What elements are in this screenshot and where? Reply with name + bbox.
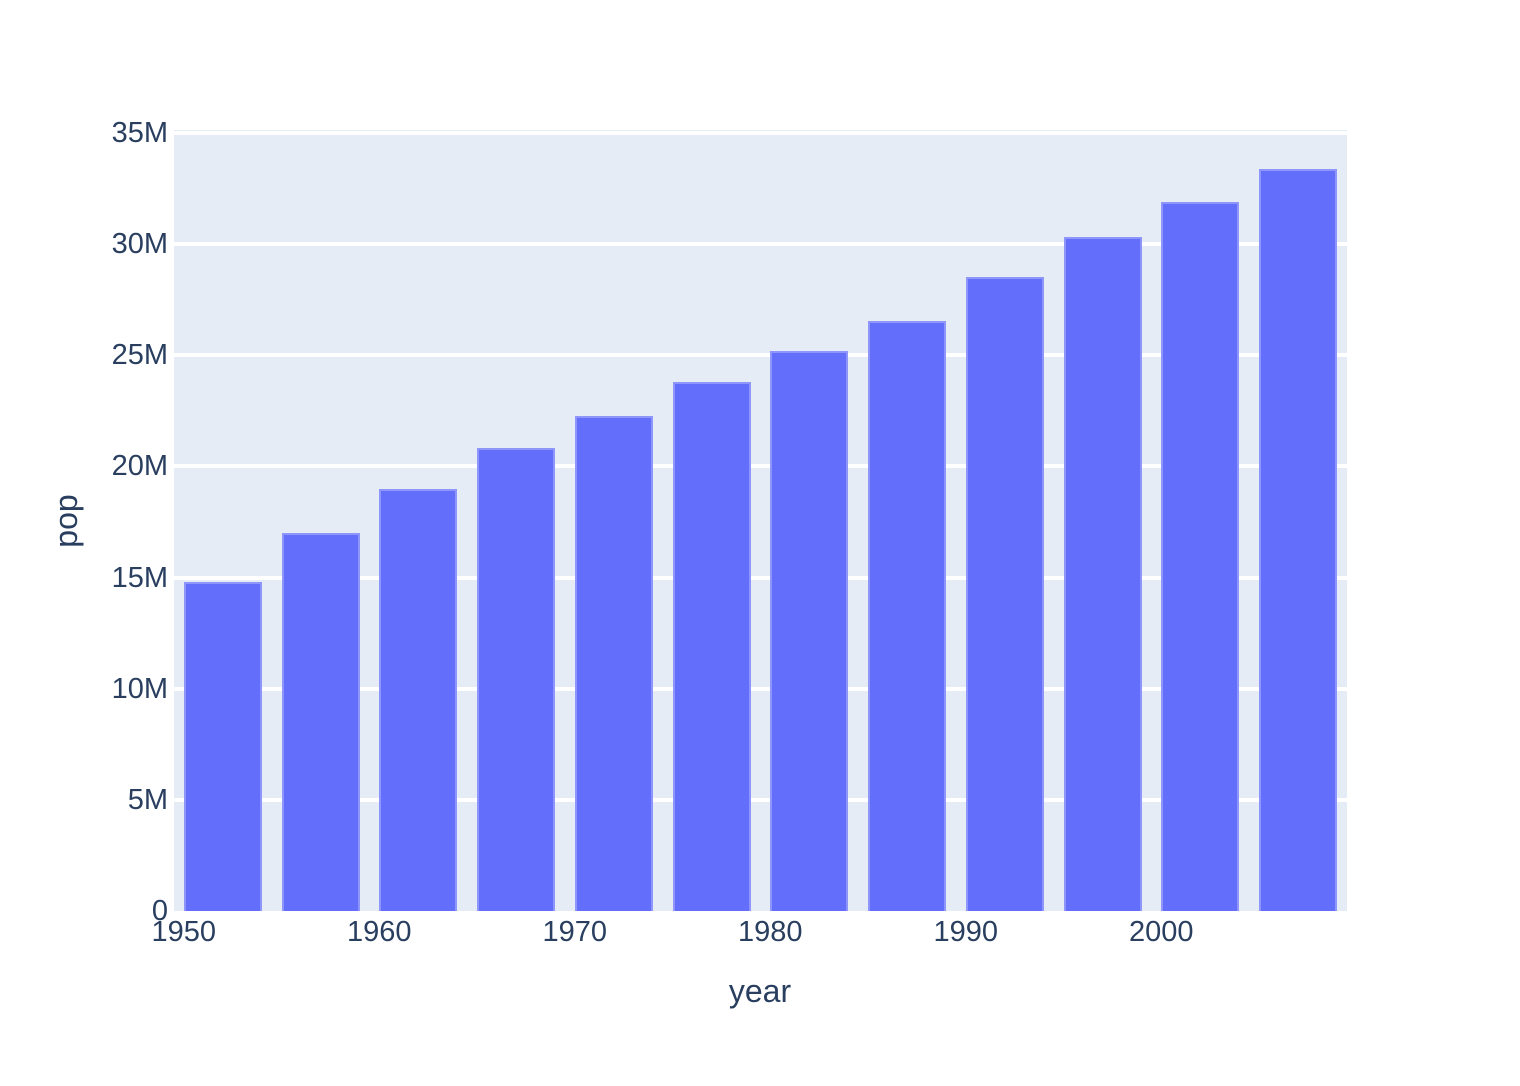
bar-1992[interactable] bbox=[965, 276, 1044, 911]
x-axis-title: year bbox=[728, 973, 792, 1009]
x-tick-label-1990: 1990 bbox=[933, 916, 999, 948]
x-tick-label-1950: 1950 bbox=[151, 916, 217, 948]
gridline-15M bbox=[174, 575, 1347, 580]
bar-2007[interactable] bbox=[1259, 168, 1338, 911]
gridline-5M bbox=[174, 797, 1347, 802]
y-tick-label-30M: 30M bbox=[111, 228, 168, 261]
bar-1962[interactable] bbox=[379, 488, 458, 911]
bar-1997[interactable] bbox=[1063, 237, 1142, 911]
bar-1952[interactable] bbox=[183, 582, 262, 911]
y-tick-label-35M: 35M bbox=[111, 117, 168, 149]
bar-1977[interactable] bbox=[672, 382, 751, 911]
y-tick-label-10M: 10M bbox=[111, 672, 168, 705]
bar-1972[interactable] bbox=[574, 415, 653, 911]
bar-1967[interactable] bbox=[477, 448, 556, 911]
gridline-30M bbox=[174, 242, 1347, 247]
x-tick-label-1970: 1970 bbox=[542, 916, 608, 948]
gridline-20M bbox=[174, 464, 1347, 469]
x-tick-label-2000: 2000 bbox=[1129, 916, 1194, 948]
bar-1982[interactable] bbox=[770, 350, 849, 911]
bar-2002[interactable] bbox=[1161, 201, 1240, 911]
x-tick-label-1960: 1960 bbox=[347, 916, 412, 948]
bar-1987[interactable] bbox=[868, 320, 947, 911]
y-tick-label-5M: 5M bbox=[127, 783, 168, 816]
gridline-10M bbox=[174, 686, 1347, 691]
y-tick-label-15M: 15M bbox=[111, 561, 168, 594]
plot-area[interactable] bbox=[174, 130, 1347, 911]
y-tick-label-20M: 20M bbox=[111, 450, 168, 483]
y-tick-label-25M: 25M bbox=[111, 339, 168, 372]
gridline-35M bbox=[174, 131, 1347, 135]
gridline-25M bbox=[174, 353, 1347, 358]
y-axis-title: pop bbox=[48, 494, 84, 548]
bar-1957[interactable] bbox=[281, 532, 360, 911]
x-tick-label-1980: 1980 bbox=[738, 916, 803, 948]
y-tick-label-0: 0 bbox=[151, 895, 168, 927]
